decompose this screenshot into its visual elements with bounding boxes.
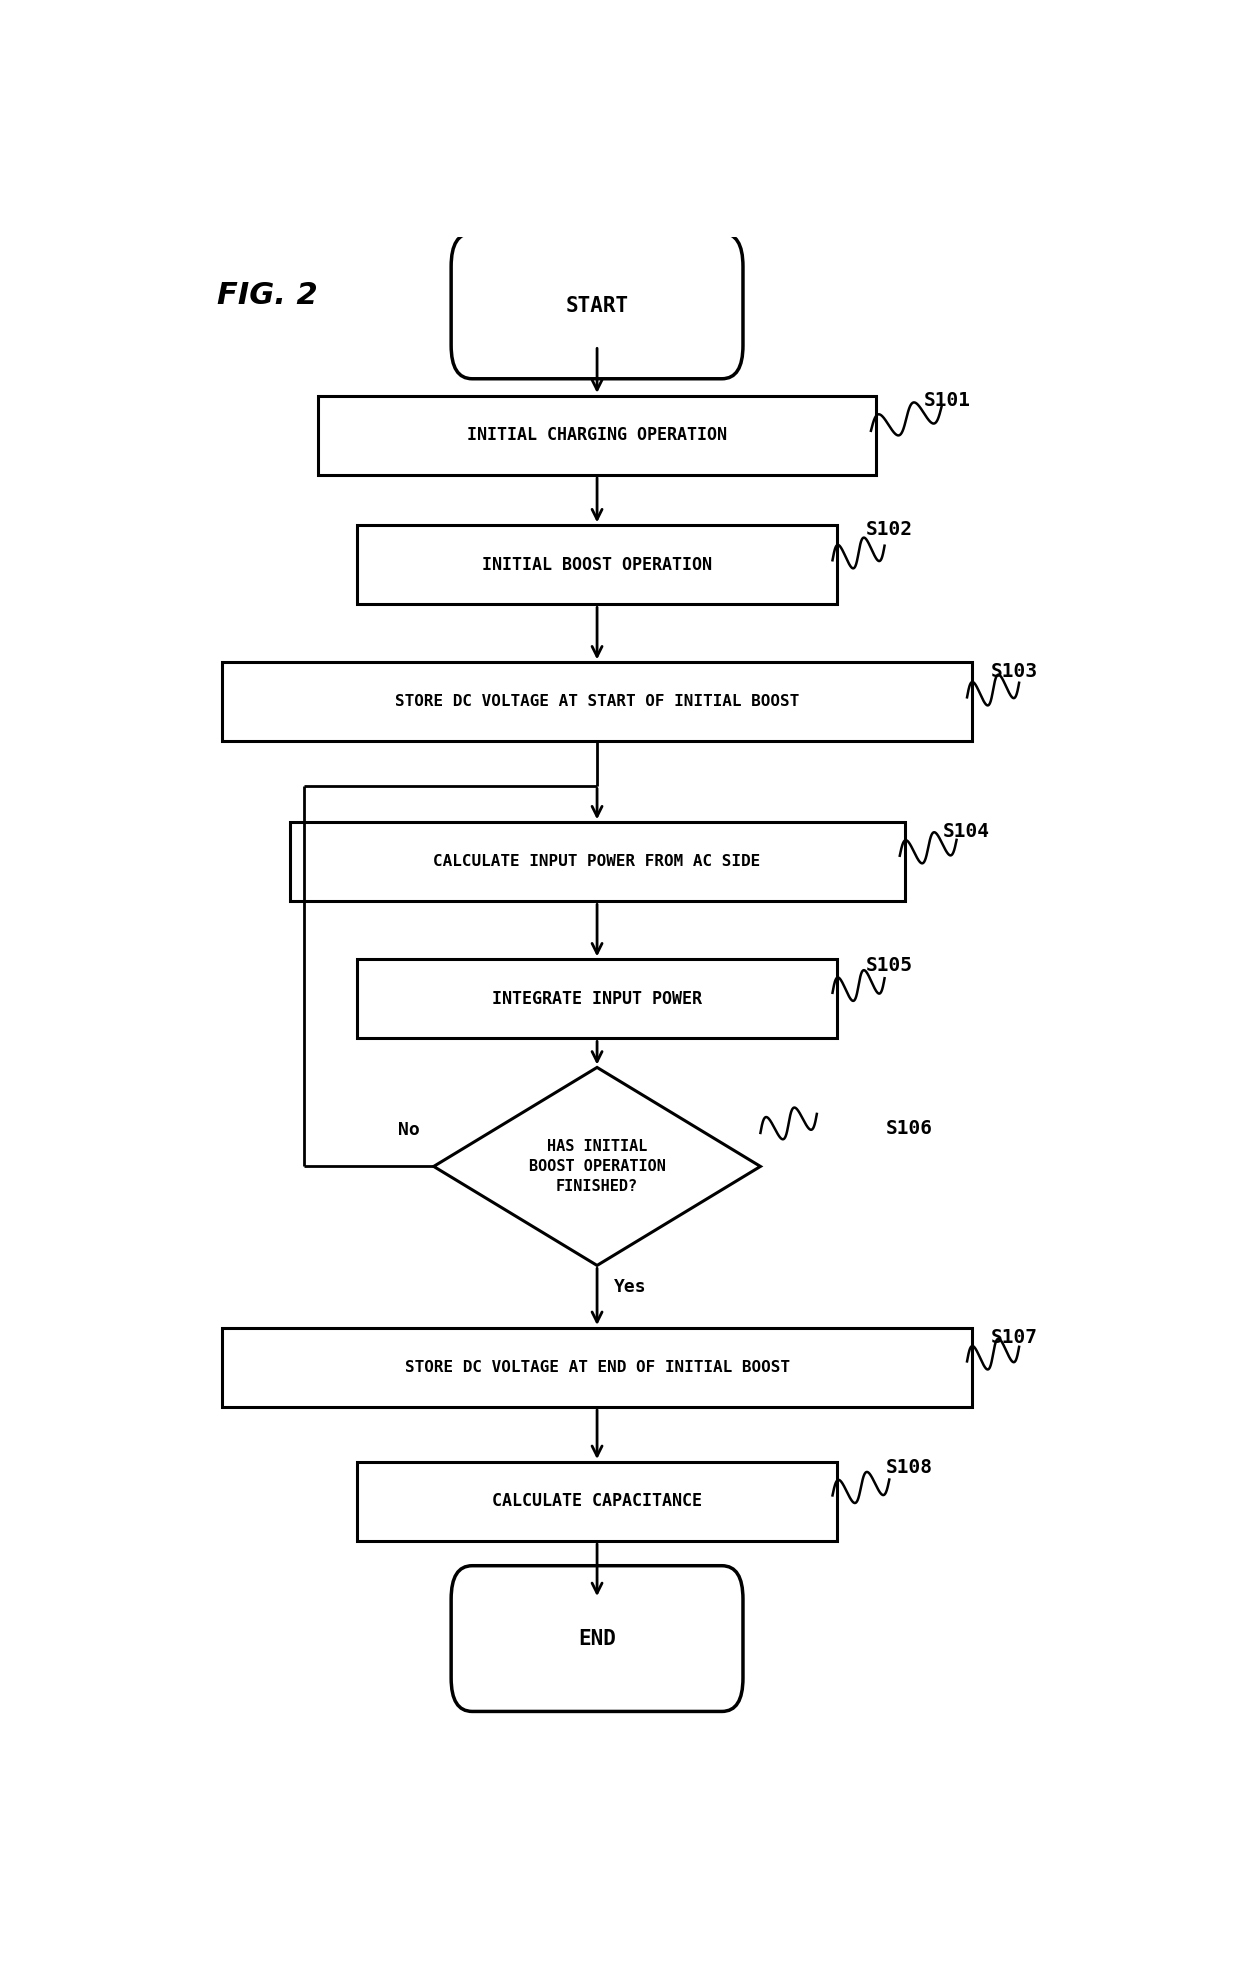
Text: STORE DC VOLTAGE AT END OF INITIAL BOOST: STORE DC VOLTAGE AT END OF INITIAL BOOST bbox=[404, 1361, 790, 1375]
Bar bbox=[222, 1327, 972, 1406]
Text: CALCULATE CAPACITANCE: CALCULATE CAPACITANCE bbox=[492, 1493, 702, 1511]
Text: S106: S106 bbox=[885, 1120, 932, 1137]
Text: INTEGRATE INPUT POWER: INTEGRATE INPUT POWER bbox=[492, 989, 702, 1009]
Text: Yes: Yes bbox=[614, 1278, 647, 1296]
Text: No: No bbox=[398, 1122, 419, 1139]
Text: HAS INITIAL
BOOST OPERATION
FINISHED?: HAS INITIAL BOOST OPERATION FINISHED? bbox=[528, 1139, 666, 1195]
FancyBboxPatch shape bbox=[451, 233, 743, 378]
FancyBboxPatch shape bbox=[451, 1567, 743, 1711]
Polygon shape bbox=[434, 1068, 760, 1266]
Text: S104: S104 bbox=[942, 821, 990, 841]
Text: S103: S103 bbox=[991, 663, 1038, 680]
Text: S108: S108 bbox=[885, 1458, 932, 1478]
Bar bbox=[357, 959, 837, 1038]
Bar bbox=[319, 396, 875, 475]
Text: CALCULATE INPUT POWER FROM AC SIDE: CALCULATE INPUT POWER FROM AC SIDE bbox=[434, 854, 760, 868]
Text: FIG. 2: FIG. 2 bbox=[217, 281, 319, 311]
Text: S102: S102 bbox=[866, 520, 913, 540]
Text: START: START bbox=[565, 297, 629, 316]
Bar bbox=[222, 663, 972, 742]
Text: END: END bbox=[578, 1628, 616, 1648]
Text: S107: S107 bbox=[991, 1327, 1038, 1347]
Text: S101: S101 bbox=[924, 392, 971, 409]
Text: INITIAL CHARGING OPERATION: INITIAL CHARGING OPERATION bbox=[467, 427, 727, 445]
Text: STORE DC VOLTAGE AT START OF INITIAL BOOST: STORE DC VOLTAGE AT START OF INITIAL BOO… bbox=[394, 694, 800, 710]
Bar bbox=[357, 526, 837, 605]
Text: INITIAL BOOST OPERATION: INITIAL BOOST OPERATION bbox=[482, 556, 712, 574]
Bar bbox=[357, 1462, 837, 1541]
Bar bbox=[290, 823, 904, 902]
Text: S105: S105 bbox=[866, 955, 913, 975]
